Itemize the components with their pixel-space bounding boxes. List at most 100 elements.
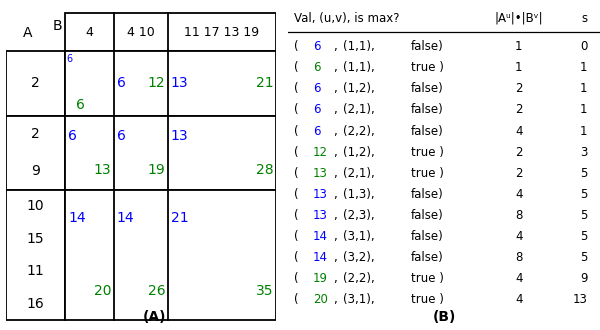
Text: false): false) [411,209,444,222]
Text: (: ( [294,293,299,307]
Text: 6: 6 [116,76,125,90]
Text: 5: 5 [580,251,587,264]
Text: 6: 6 [76,98,85,112]
Text: ,: , [333,272,337,285]
Text: (3,1),: (3,1), [343,293,374,307]
Text: 35: 35 [256,284,274,298]
Text: 0: 0 [580,40,587,53]
Text: (2,2),: (2,2), [343,124,374,138]
Text: 13: 13 [170,76,188,90]
Text: Val, (u,v), is max?: Val, (u,v), is max? [294,12,400,25]
Bar [65,51,276,116]
Text: (2,2),: (2,2), [343,272,374,285]
Text: (B): (B) [433,310,455,324]
Text: false): false) [411,40,444,53]
Text: 2: 2 [515,82,523,95]
Text: 6: 6 [313,124,320,138]
Text: false): false) [411,124,444,138]
Text: (A): (A) [143,310,166,324]
Text: 16: 16 [27,297,44,311]
Text: 9: 9 [580,272,587,285]
Text: 12: 12 [313,146,328,159]
Text: (: ( [294,82,299,95]
Text: (3,1),: (3,1), [343,230,374,243]
Bar [6,115,65,190]
Text: (: ( [294,209,299,222]
Bar [65,115,276,190]
Text: 5: 5 [580,188,587,201]
Text: (1,2),: (1,2), [343,82,374,95]
Text: 19: 19 [313,272,328,285]
Text: 14: 14 [313,230,328,243]
Bar [6,190,65,320]
Text: false): false) [411,82,444,95]
Text: ,: , [333,82,337,95]
Text: 14: 14 [116,212,134,225]
Text: 12: 12 [148,76,166,90]
Text: 2: 2 [515,167,523,180]
Text: 15: 15 [27,232,44,246]
Text: (: ( [294,272,299,285]
Text: ,: , [333,103,337,116]
Text: (: ( [294,40,299,53]
Text: 28: 28 [256,163,274,177]
Text: 4 10: 4 10 [127,26,155,39]
Text: (: ( [294,124,299,138]
Text: (1,1),: (1,1), [343,40,374,53]
Text: 4: 4 [515,124,523,138]
Text: 13: 13 [313,188,328,201]
Text: 13: 13 [170,129,188,143]
Text: 14: 14 [68,212,86,225]
Text: 4: 4 [515,272,523,285]
Text: 4: 4 [515,230,523,243]
Text: 6: 6 [313,40,320,53]
Text: 6: 6 [68,129,77,143]
Text: ,: , [333,251,337,264]
Text: ,: , [333,124,337,138]
Text: ,: , [333,61,337,74]
Text: A: A [23,26,32,40]
Text: 6: 6 [67,54,73,64]
Text: 3: 3 [580,146,587,159]
Text: 10: 10 [27,199,44,213]
Text: false): false) [411,188,444,201]
Text: 1: 1 [515,40,523,53]
Text: ,: , [333,40,337,53]
Text: 2: 2 [31,76,40,90]
Text: 21: 21 [170,212,188,225]
Text: (1,2),: (1,2), [343,146,374,159]
Text: true ): true ) [411,61,444,74]
Text: 4: 4 [515,293,523,307]
Text: (: ( [294,251,299,264]
Text: 1: 1 [580,82,587,95]
Text: 1: 1 [580,103,587,116]
Text: (: ( [294,103,299,116]
Text: 26: 26 [148,284,166,298]
Text: ,: , [333,146,337,159]
Text: 2: 2 [31,127,40,141]
Text: (: ( [294,188,299,201]
Text: (: ( [294,146,299,159]
Text: 5: 5 [580,230,587,243]
Text: (2,3),: (2,3), [343,209,374,222]
Text: true ): true ) [411,146,444,159]
Bar [65,190,276,320]
Text: 1: 1 [580,61,587,74]
Text: true ): true ) [411,167,444,180]
Text: 9: 9 [31,164,40,178]
Text: 14: 14 [313,251,328,264]
Text: 13: 13 [313,167,328,180]
Text: (: ( [294,167,299,180]
Text: 4: 4 [86,26,94,39]
Text: 13: 13 [572,293,587,307]
Text: 8: 8 [515,209,523,222]
Text: 11: 11 [27,264,44,278]
Text: 6: 6 [313,82,320,95]
Bar [65,13,276,51]
Text: 19: 19 [148,163,166,177]
Text: ,: , [333,188,337,201]
Text: 4: 4 [515,188,523,201]
Text: 8: 8 [515,251,523,264]
Text: 11 17 13 19: 11 17 13 19 [184,26,260,39]
Text: 21: 21 [256,76,274,90]
